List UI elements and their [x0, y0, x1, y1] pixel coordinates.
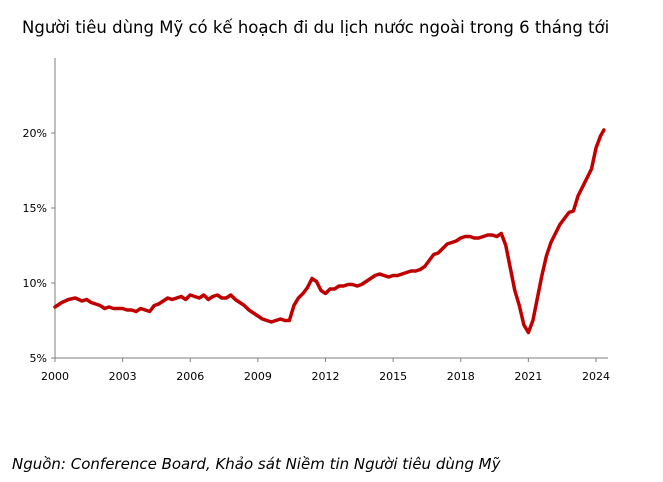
x-tick-label: 2024 [582, 370, 610, 383]
x-tick-label: 2018 [447, 370, 475, 383]
x-tick-label: 2012 [311, 370, 339, 383]
x-tick-label: 2003 [109, 370, 137, 383]
y-tick-label: 15% [23, 202, 47, 215]
chart-title: Người tiêu dùng Mỹ có kế hoạch đi du lịc… [22, 18, 610, 37]
source-note: Nguồn: Conference Board, Khảo sát Niềm t… [12, 455, 501, 473]
x-tick-label: 2021 [514, 370, 542, 383]
series-line [53, 128, 606, 335]
x-tick-label: 2000 [41, 370, 69, 383]
y-axis: 5% 10% 15% 20% [23, 58, 56, 365]
x-tick-label: 2015 [379, 370, 407, 383]
x-axis: 2000 2003 2006 2009 2012 2015 2018 2021 2024 [41, 357, 610, 383]
y-tick-label: 20% [23, 127, 47, 140]
line-chart: 5% 10% 15% 20% 2000 2003 2006 2009 2012 2015 2018… [23, 58, 610, 383]
y-tick-label: 5% [30, 352, 47, 365]
x-tick-label: 2006 [176, 370, 204, 383]
y-tick-label: 10% [23, 277, 47, 290]
x-tick-label: 2009 [244, 370, 272, 383]
